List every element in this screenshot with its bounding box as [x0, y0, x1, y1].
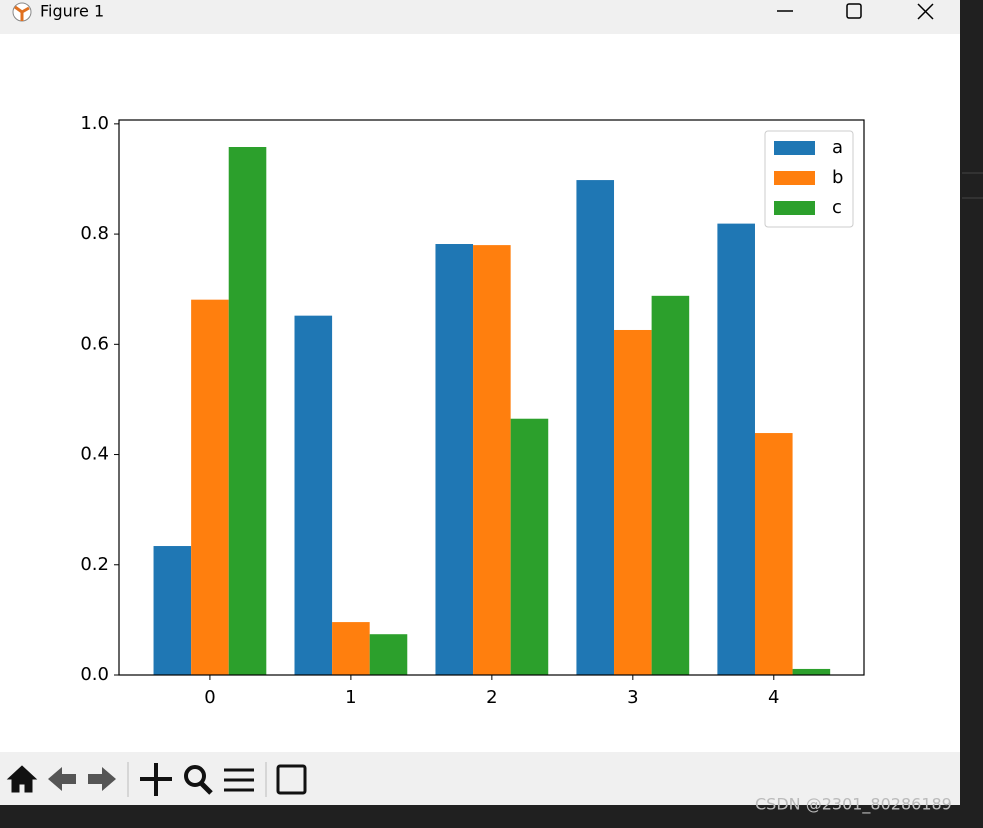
legend-swatch: [774, 171, 815, 185]
y-tick-label: 0.0: [80, 664, 109, 685]
legend-swatch: [774, 141, 815, 155]
zoom-handle: [199, 781, 213, 795]
legend-label: b: [832, 167, 843, 188]
app-icon: [12, 2, 32, 22]
bar: [294, 315, 333, 675]
plot: 0.0 0.2 0.4 0.6 0.8 1.0 0 1 2 3 4 abc: [80, 113, 865, 708]
bar: [614, 329, 652, 675]
y-tick-label: 0.8: [80, 223, 109, 244]
save-button[interactable]: [276, 764, 307, 795]
bar: [792, 668, 831, 675]
back-button[interactable]: [48, 767, 76, 791]
x-tick-label: 3: [627, 687, 638, 708]
maximize-button[interactable]: [846, 3, 862, 19]
y-tick-label: 0.4: [80, 444, 109, 465]
bar: [228, 147, 267, 675]
forward-button[interactable]: [88, 767, 116, 791]
zoom-button[interactable]: [184, 765, 206, 787]
bar: [332, 622, 370, 675]
bar: [576, 180, 615, 676]
x-tick-label: 2: [486, 687, 497, 708]
bar: [510, 418, 549, 675]
configure-button[interactable]: [224, 768, 254, 792]
legend-swatch: [774, 201, 815, 215]
y-tick-label: 1.0: [80, 113, 109, 134]
axes-frame: [118, 119, 865, 676]
x-tick-label: 4: [768, 687, 779, 708]
y-tick-label: 0.6: [80, 333, 109, 354]
close-button[interactable]: [917, 3, 934, 20]
legend-label: c: [832, 197, 842, 218]
bar: [191, 299, 229, 675]
bar: [153, 546, 192, 675]
bar: [754, 433, 793, 675]
legend-label: a: [832, 137, 843, 158]
toolbar-icons: [6, 762, 307, 797]
x-tick-label: 1: [345, 687, 356, 708]
bar: [369, 634, 408, 675]
bar: [651, 295, 690, 675]
window-title: Figure 1: [40, 2, 104, 21]
bar: [435, 244, 474, 675]
y-tick-label: 0.2: [80, 554, 109, 575]
x-tick-label: 0: [204, 687, 215, 708]
pan-button[interactable]: [140, 763, 172, 796]
bar: [473, 245, 511, 675]
bar: [717, 223, 755, 676]
home-button[interactable]: [6, 765, 38, 793]
title-bar: [0, 0, 960, 34]
watermark: CSDN @2301_80286189: [755, 795, 952, 815]
